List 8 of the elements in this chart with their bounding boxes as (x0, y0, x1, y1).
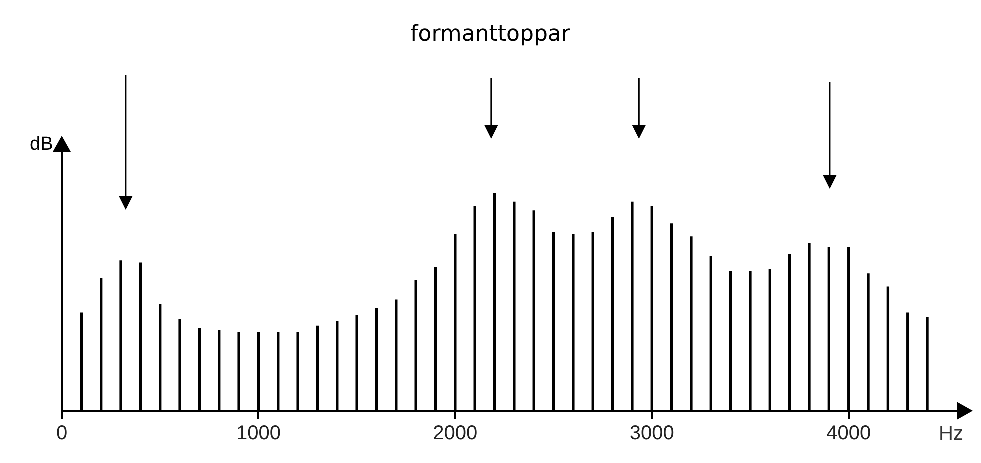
x-axis-title: Hz (939, 423, 964, 446)
x-tick-label: 3000 (630, 422, 674, 445)
x-tick-label: 4000 (826, 422, 872, 445)
x-tick-label: 2000 (433, 422, 478, 445)
chart-title: formanttoppar (410, 22, 572, 47)
y-axis-title: dB (30, 134, 54, 156)
x-tick-label: 0 (56, 422, 68, 445)
x-tick-label: 1000 (236, 422, 281, 445)
